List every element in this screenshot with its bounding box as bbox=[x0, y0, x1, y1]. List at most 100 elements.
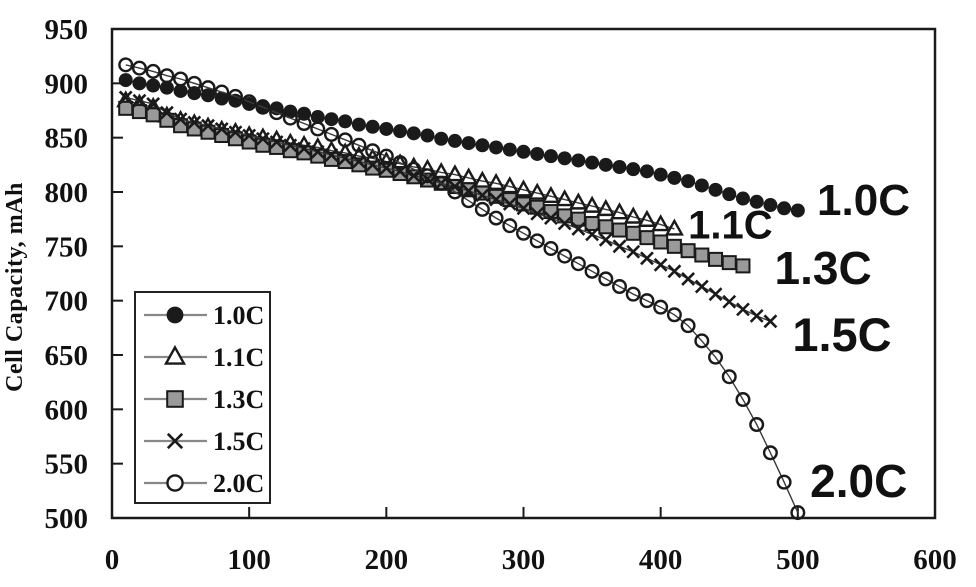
open-circle-marker bbox=[186, 75, 202, 91]
open-triangle-marker bbox=[527, 182, 547, 200]
x-cross-marker bbox=[173, 112, 188, 127]
series-1.3C bbox=[118, 100, 751, 274]
x-cross-marker bbox=[585, 227, 600, 242]
open-circle-marker bbox=[598, 271, 614, 287]
open-triangle-marker bbox=[486, 172, 506, 191]
filled-circle-marker bbox=[393, 124, 408, 139]
y-tick-label: 500 bbox=[45, 503, 89, 535]
x-cross-marker bbox=[283, 138, 298, 153]
filled-circle-marker bbox=[790, 203, 805, 218]
open-circle-marker bbox=[474, 201, 490, 217]
open-triangle-marker bbox=[651, 214, 671, 232]
series-line bbox=[125, 64, 799, 513]
open-circle-marker bbox=[118, 57, 134, 73]
legend-label: 1.5C bbox=[213, 427, 264, 456]
open-triangle-marker bbox=[568, 192, 588, 210]
y-tick-label: 900 bbox=[45, 68, 89, 100]
filled-circle-marker bbox=[434, 131, 449, 146]
x-cross-marker bbox=[626, 244, 641, 259]
filled-circle-marker bbox=[310, 110, 325, 125]
open-triangle-marker bbox=[637, 209, 657, 227]
open-triangle-marker bbox=[513, 179, 534, 197]
filled-circle-marker bbox=[379, 121, 394, 136]
open-circle-marker bbox=[625, 286, 641, 302]
x-cross-marker bbox=[338, 151, 353, 166]
x-cross-marker bbox=[681, 272, 696, 286]
filled-circle-marker bbox=[667, 170, 682, 185]
open-circle-marker bbox=[749, 417, 765, 433]
legend-label: 1.1C bbox=[213, 343, 264, 372]
open-circle-marker bbox=[529, 233, 545, 249]
open-circle-marker bbox=[241, 94, 257, 110]
x-cross-marker bbox=[722, 294, 737, 309]
x-cross-marker bbox=[297, 141, 311, 156]
filled-square-marker bbox=[378, 162, 394, 178]
open-circle-marker bbox=[419, 168, 435, 184]
open-circle-marker bbox=[680, 318, 696, 334]
filled-square-marker bbox=[653, 234, 669, 250]
filled-square-marker bbox=[666, 238, 682, 254]
filled-circle-marker bbox=[571, 153, 586, 168]
open-circle-marker bbox=[447, 184, 463, 200]
filled-circle-marker bbox=[612, 160, 627, 175]
open-circle-marker bbox=[406, 161, 422, 177]
filled-square-marker bbox=[186, 121, 202, 137]
x-cross-marker bbox=[763, 314, 778, 329]
open-triangle-marker bbox=[609, 202, 630, 220]
filled-circle-marker bbox=[777, 201, 792, 216]
open-circle-marker bbox=[296, 116, 312, 132]
open-triangle-marker bbox=[541, 185, 561, 204]
open-circle-marker bbox=[200, 80, 216, 96]
open-circle-marker bbox=[694, 333, 710, 349]
filled-square-marker bbox=[735, 258, 751, 274]
x-tick-label: 400 bbox=[639, 544, 683, 576]
x-cross-marker bbox=[736, 302, 750, 317]
x-cross-marker bbox=[166, 432, 184, 450]
x-cross-marker bbox=[242, 128, 257, 143]
open-triangle-marker bbox=[555, 189, 575, 207]
open-circle-marker bbox=[310, 121, 326, 137]
open-circle-marker bbox=[337, 132, 353, 148]
x-cross-marker bbox=[255, 131, 270, 146]
x-cross-marker bbox=[475, 188, 490, 203]
open-circle-marker bbox=[392, 155, 408, 171]
open-circle-marker bbox=[557, 248, 573, 264]
filled-square-marker bbox=[598, 219, 614, 235]
filled-square-marker bbox=[166, 390, 184, 408]
filled-circle-marker bbox=[598, 157, 613, 172]
filled-square-marker bbox=[241, 134, 257, 150]
filled-circle-marker bbox=[489, 140, 504, 155]
open-triangle-marker bbox=[664, 218, 684, 236]
x-tick-label: 600 bbox=[913, 544, 957, 576]
open-circle-marker bbox=[666, 307, 682, 323]
x-cross-marker bbox=[379, 161, 394, 176]
filled-square-marker bbox=[639, 230, 655, 246]
filled-circle-marker bbox=[626, 162, 641, 177]
open-circle-marker bbox=[543, 241, 559, 257]
open-circle-marker bbox=[159, 68, 175, 84]
filled-circle-marker bbox=[516, 144, 531, 159]
open-circle-marker bbox=[461, 193, 477, 209]
filled-circle-marker bbox=[420, 128, 435, 143]
open-circle-marker bbox=[653, 299, 669, 315]
open-circle-marker bbox=[721, 369, 737, 385]
series-annotation-1.3C: 1.3C bbox=[775, 242, 872, 294]
filled-square-marker bbox=[255, 137, 271, 153]
filled-circle-marker bbox=[708, 182, 723, 197]
series-2.0C bbox=[118, 57, 806, 521]
legend-label: 1.0C bbox=[213, 301, 264, 330]
x-cross-marker bbox=[420, 172, 435, 186]
open-circle-marker bbox=[323, 126, 339, 142]
legend-item-1.3C: 1.3C bbox=[144, 385, 264, 414]
filled-circle-marker bbox=[365, 119, 380, 134]
filled-circle-marker bbox=[338, 114, 353, 129]
open-circle-marker bbox=[735, 392, 751, 408]
x-cross-marker bbox=[516, 201, 531, 216]
y-tick-label: 650 bbox=[45, 340, 89, 372]
series-annotation-1.0C: 1.0C bbox=[817, 176, 910, 225]
filled-circle-marker bbox=[681, 174, 696, 189]
y-tick-label: 950 bbox=[45, 14, 89, 46]
x-cross-marker bbox=[667, 264, 682, 279]
filled-circle-marker bbox=[735, 191, 750, 206]
